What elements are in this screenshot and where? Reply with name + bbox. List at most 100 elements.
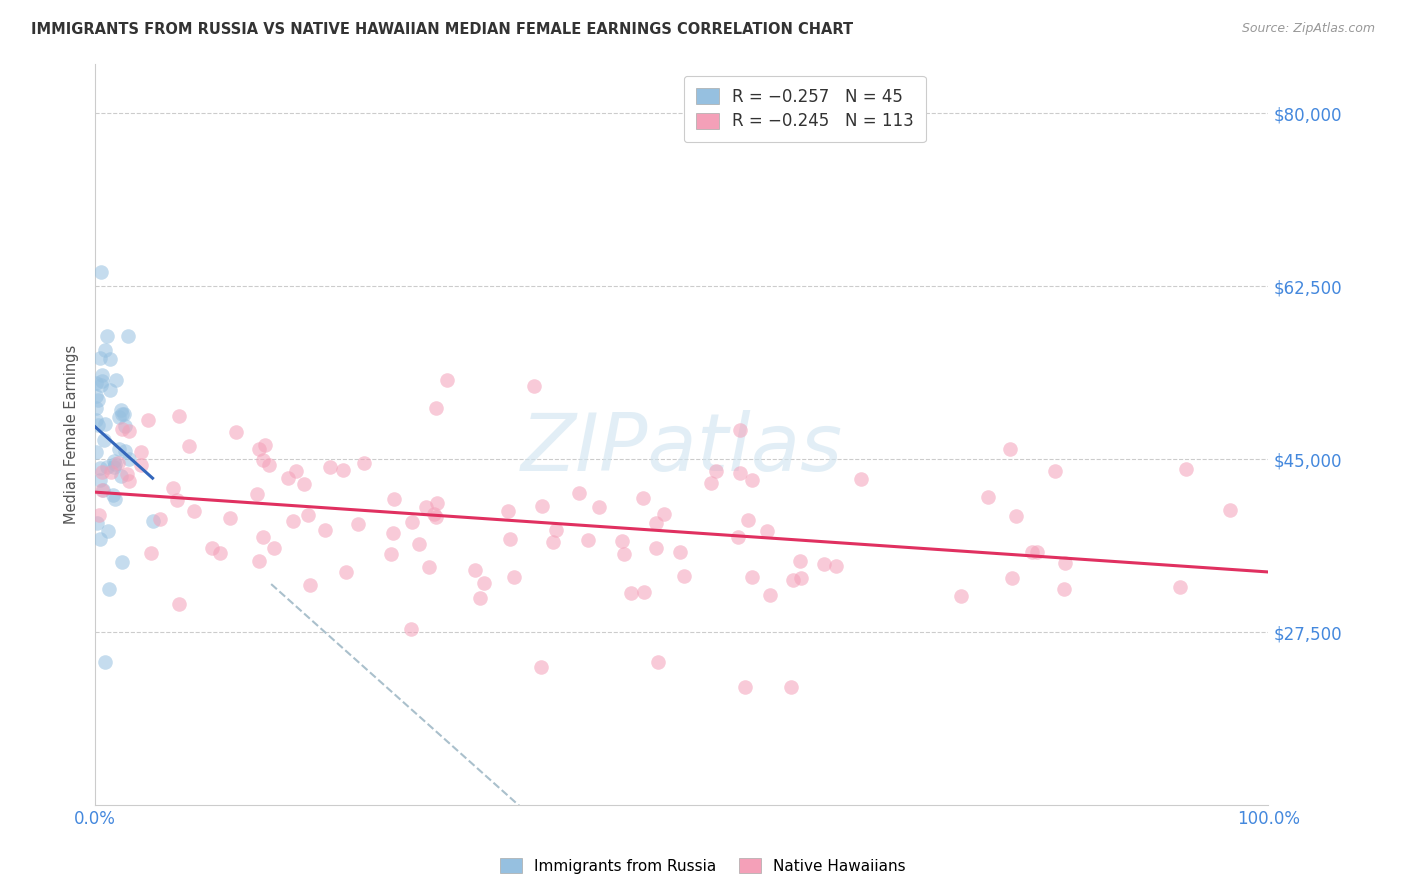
Point — [111, 407, 134, 421]
Point — [101, 488, 124, 502]
Point — [425, 509, 447, 524]
Point — [103, 460, 125, 475]
Point — [118, 451, 141, 466]
Point — [741, 473, 763, 487]
Point — [110, 469, 132, 483]
Point — [183, 503, 205, 517]
Text: IMMIGRANTS FROM RUSSIA VS NATIVE HAWAIIAN MEDIAN FEMALE EARNINGS CORRELATION CHA: IMMIGRANTS FROM RUSSIA VS NATIVE HAWAIIA… — [31, 22, 853, 37]
Point — [576, 533, 599, 547]
Point — [1021, 545, 1043, 559]
Point — [93, 655, 115, 669]
Point — [219, 510, 242, 524]
Point — [252, 530, 274, 544]
Point — [353, 456, 375, 470]
Point — [257, 458, 280, 472]
Point — [789, 571, 811, 585]
Point — [319, 459, 342, 474]
Point — [425, 496, 447, 510]
Point — [114, 418, 136, 433]
Point — [415, 500, 437, 515]
Point — [253, 438, 276, 452]
Point — [277, 471, 299, 485]
Point — [100, 466, 122, 480]
Point — [292, 477, 315, 491]
Point — [298, 578, 321, 592]
Point — [1005, 509, 1028, 524]
Point — [1053, 556, 1076, 570]
Point — [87, 508, 110, 523]
Point — [166, 493, 188, 508]
Point — [90, 378, 112, 392]
Point — [384, 491, 406, 506]
Point — [104, 458, 127, 472]
Point — [613, 547, 636, 561]
Point — [142, 515, 165, 529]
Point — [90, 483, 112, 497]
Point — [139, 546, 162, 560]
Point — [780, 680, 803, 694]
Point — [1001, 571, 1024, 585]
Point — [727, 529, 749, 543]
Point — [704, 464, 727, 478]
Point — [1053, 582, 1076, 597]
Point — [247, 442, 270, 457]
Point — [136, 412, 159, 426]
Point — [94, 417, 117, 431]
Point — [849, 472, 872, 486]
Point — [782, 573, 804, 587]
Point — [86, 413, 108, 427]
Point — [285, 464, 308, 478]
Point — [541, 535, 564, 549]
Point — [131, 458, 153, 472]
Point — [96, 460, 118, 475]
Point — [90, 465, 112, 479]
Point — [401, 515, 423, 529]
Point — [84, 401, 107, 415]
Point — [149, 512, 172, 526]
Point — [246, 487, 269, 501]
Point — [84, 388, 107, 402]
Point — [399, 622, 422, 636]
Point — [472, 576, 495, 591]
Point — [118, 474, 141, 488]
Point — [281, 514, 304, 528]
Point — [380, 547, 402, 561]
Point — [673, 569, 696, 583]
Point — [89, 532, 111, 546]
Point — [169, 597, 191, 611]
Point — [89, 461, 111, 475]
Point — [162, 481, 184, 495]
Point — [1175, 462, 1198, 476]
Point — [522, 379, 544, 393]
Point — [730, 423, 752, 437]
Point — [314, 523, 336, 537]
Point — [644, 516, 666, 530]
Point — [91, 368, 114, 383]
Point — [418, 560, 440, 574]
Point — [620, 586, 643, 600]
Point — [104, 491, 127, 506]
Point — [631, 491, 654, 505]
Point — [114, 443, 136, 458]
Point — [93, 433, 115, 447]
Point — [103, 454, 125, 468]
Point — [335, 565, 357, 579]
Point — [737, 513, 759, 527]
Point — [117, 329, 139, 343]
Point — [825, 558, 848, 573]
Point — [249, 553, 271, 567]
Point — [741, 570, 763, 584]
Point — [111, 555, 134, 569]
Point — [97, 524, 120, 538]
Point — [111, 422, 134, 436]
Point — [87, 417, 110, 432]
Point — [699, 475, 721, 490]
Point — [531, 500, 554, 514]
Point — [90, 264, 112, 278]
Point — [588, 500, 610, 514]
Point — [654, 507, 676, 521]
Point — [425, 401, 447, 416]
Point — [105, 373, 128, 387]
Point — [118, 424, 141, 438]
Point — [129, 445, 152, 459]
